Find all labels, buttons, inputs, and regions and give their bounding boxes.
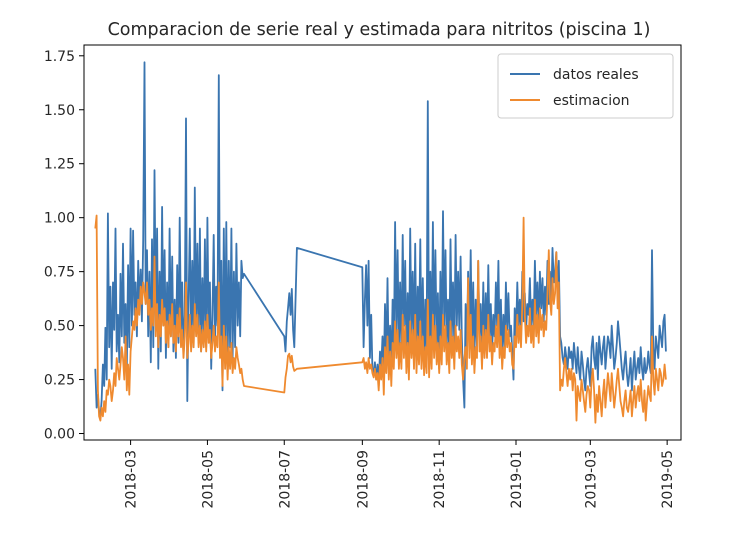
y-tick-label: 0.00 bbox=[44, 427, 75, 443]
x-tick-label: 2019-01 bbox=[509, 450, 525, 509]
y-tick-label: 1.75 bbox=[44, 49, 75, 65]
x-tick-label: 2018-03 bbox=[124, 450, 140, 509]
y-tick-label: 1.00 bbox=[44, 211, 75, 227]
plot-area bbox=[83, 44, 682, 441]
legend: datos reales estimacion bbox=[497, 53, 674, 119]
x-tick-label: 2019-05 bbox=[660, 450, 676, 509]
x-tick-label: 2019-03 bbox=[583, 450, 599, 509]
y-tick-label: 0.50 bbox=[44, 319, 75, 335]
y-tick-label: 1.50 bbox=[44, 103, 75, 119]
x-tick-label: 2018-11 bbox=[432, 450, 448, 509]
y-tick-label: 1.25 bbox=[44, 157, 75, 173]
legend-box bbox=[497, 53, 674, 119]
legend-label: datos reales bbox=[553, 67, 639, 83]
plot-frame bbox=[83, 44, 682, 441]
y-axis: 0.00 0.25 0.50 0.75 1.00 1.25 1.50 1.75 bbox=[44, 49, 84, 443]
x-tick-label: 2018-09 bbox=[355, 450, 371, 509]
x-tick-label: 2018-07 bbox=[277, 450, 293, 509]
y-tick-label: 0.75 bbox=[44, 265, 75, 281]
series-line-estimacion bbox=[94, 214, 667, 424]
x-axis: 2018-03 2018-05 2018-07 2018-09 2018-11 2019-… bbox=[124, 440, 676, 509]
x-tick-label: 2018-05 bbox=[200, 450, 216, 509]
legend-label: estimacion bbox=[553, 93, 630, 109]
chart-title: Comparacion de serie real y estimada par… bbox=[108, 20, 651, 40]
y-tick-label: 0.25 bbox=[44, 373, 75, 389]
